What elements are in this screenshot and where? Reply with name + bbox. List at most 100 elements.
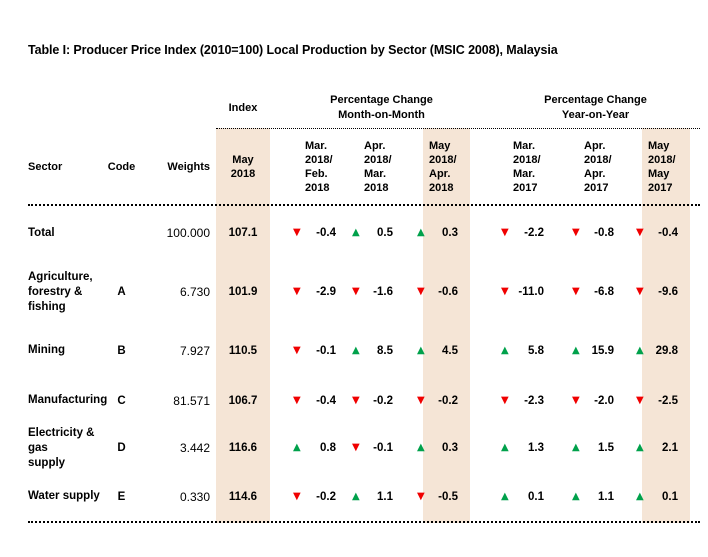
dotted-rule xyxy=(28,521,700,523)
up-arrow-icon: ▲ xyxy=(636,344,644,356)
change-cell: ▼ -1.6 xyxy=(352,260,393,324)
code-cell: E xyxy=(117,490,126,503)
code-cell: D xyxy=(117,442,126,454)
change-value: 1.5 xyxy=(598,442,614,454)
down-arrow-icon: ▼ xyxy=(417,394,425,406)
col-group-mom: Percentage Change Month-on-Month xyxy=(330,94,433,121)
change-value: -0.4 xyxy=(316,394,336,407)
change-value: -2.2 xyxy=(524,227,544,239)
change-cell: ▼ -2.2 xyxy=(501,206,544,260)
col-header-index-may2018: May 2018 xyxy=(216,130,270,204)
down-arrow-icon: ▼ xyxy=(636,286,644,297)
change-value: -2.5 xyxy=(658,394,678,407)
sector-cell: Mining xyxy=(28,344,66,356)
change-cell: ▼ -0.2 xyxy=(417,377,470,424)
change-value: 0.3 xyxy=(442,442,458,454)
change-cell: ▼ -0.5 xyxy=(417,472,470,521)
change-value: 0.1 xyxy=(662,490,678,503)
change-value: 15.9 xyxy=(591,344,614,357)
col-header-mom-2: Apr. 2018/ Mar. 2018 xyxy=(364,140,392,194)
header-divider xyxy=(28,128,700,130)
change-cell: ▼ -0.1 xyxy=(352,424,393,472)
change-cell: ▲ 15.9 xyxy=(572,324,614,377)
change-cell: ▲ 0.5 xyxy=(352,206,393,260)
up-arrow-icon: ▲ xyxy=(417,442,425,453)
highlight-band xyxy=(216,128,270,130)
change-cell: ▼ -0.4 xyxy=(293,206,336,260)
table-row-total: Total 100.000 107.1 ▼ -0.4 ▲ 0.5 ▲ 0.3 ▼ -2.… xyxy=(28,206,700,260)
up-arrow-icon: ▲ xyxy=(293,442,301,453)
change-cell: ▼ -0.2 xyxy=(293,472,336,521)
col-group-index: Index xyxy=(228,101,258,114)
up-arrow-icon: ▲ xyxy=(572,490,580,502)
change-cell: ▲ 0.1 xyxy=(501,472,544,521)
group-header-row: Index Percentage Change Month-on-Month P… xyxy=(28,88,700,128)
change-cell: ▲ 4.5 xyxy=(417,324,470,377)
weights-cell: 7.927 xyxy=(179,343,210,358)
down-arrow-icon: ▼ xyxy=(501,286,509,297)
down-arrow-icon: ▼ xyxy=(636,227,644,238)
up-arrow-icon: ▲ xyxy=(501,442,509,453)
change-cell: ▼ -2.0 xyxy=(572,377,614,424)
up-arrow-icon: ▲ xyxy=(417,344,425,356)
up-arrow-icon: ▲ xyxy=(417,227,425,238)
index-cell: 110.5 xyxy=(216,324,270,377)
code-cell xyxy=(105,206,138,260)
change-value: -1.6 xyxy=(373,286,393,298)
down-arrow-icon: ▼ xyxy=(352,442,360,453)
change-value: -9.6 xyxy=(658,286,678,298)
change-value: -11.0 xyxy=(518,286,544,298)
change-value: 8.5 xyxy=(377,344,393,357)
change-cell: ▼ -6.8 xyxy=(572,260,614,324)
down-arrow-icon: ▼ xyxy=(417,286,425,297)
table-row-mining: Mining B 7.927 110.5 ▼ -0.1 ▲ 8.5 ▲ 4.5 ▲ 5.… xyxy=(28,324,700,377)
change-cell: ▼ -0.1 xyxy=(293,324,336,377)
col-header-yoy-1: Mar. 2018/ Mar. 2017 xyxy=(513,140,541,194)
weights-cell: 100.000 xyxy=(166,226,210,240)
change-value: 1.1 xyxy=(377,490,393,503)
change-cell: ▲ 0.3 xyxy=(417,206,470,260)
change-value: -0.1 xyxy=(316,344,336,357)
change-cell: ▲ 5.8 xyxy=(501,324,544,377)
change-value: 0.5 xyxy=(377,227,393,239)
change-cell: ▲ 1.3 xyxy=(501,424,544,472)
index-cell: 116.6 xyxy=(216,424,270,472)
change-value: 29.8 xyxy=(655,344,678,357)
up-arrow-icon: ▲ xyxy=(572,344,580,356)
down-arrow-icon: ▼ xyxy=(417,490,425,502)
change-value: 0.8 xyxy=(320,442,336,454)
change-value: -0.2 xyxy=(438,394,458,407)
col-group-yoy: Percentage Change Year-on-Year xyxy=(544,94,647,121)
up-arrow-icon: ▲ xyxy=(636,490,644,502)
up-arrow-icon: ▲ xyxy=(352,344,360,356)
weights-cell: 6.730 xyxy=(179,285,210,299)
highlight-band xyxy=(642,128,690,130)
page: Table I: Producer Price Index (2010=100)… xyxy=(28,43,700,523)
table-row-manufacturing: Manufacturing C 81.571 106.7 ▼ -0.4 ▼ -0.2… xyxy=(28,377,700,424)
change-cell: ▼ -2.3 xyxy=(501,377,544,424)
up-arrow-icon: ▲ xyxy=(352,490,360,502)
highlight-band xyxy=(423,128,470,130)
change-value: 5.8 xyxy=(528,344,544,357)
table-title: Table I: Producer Price Index (2010=100)… xyxy=(28,43,558,57)
code-cell: C xyxy=(117,394,126,407)
table-row-agriculture: Agriculture, forestry & fishing A 6.730 … xyxy=(28,260,700,324)
sector-cell: Electricity & gas supply xyxy=(28,426,95,469)
change-cell: ▼ -9.6 xyxy=(636,260,690,324)
change-value: -0.8 xyxy=(594,227,614,239)
change-cell: ▲ 2.1 xyxy=(636,424,690,472)
change-cell: ▲ 0.1 xyxy=(636,472,690,521)
change-value: 0.1 xyxy=(528,490,544,503)
down-arrow-icon: ▼ xyxy=(501,394,509,406)
change-cell: ▼ -0.2 xyxy=(352,377,393,424)
change-value: 1.1 xyxy=(598,490,614,503)
index-cell: 106.7 xyxy=(216,377,270,424)
change-cell: ▲ 0.8 xyxy=(293,424,336,472)
down-arrow-icon: ▼ xyxy=(293,344,301,356)
code-cell: A xyxy=(117,286,126,298)
down-arrow-icon: ▼ xyxy=(293,227,301,238)
index-cell: 101.9 xyxy=(216,260,270,324)
change-cell: ▲ 8.5 xyxy=(352,324,393,377)
change-cell: ▼ -2.9 xyxy=(293,260,336,324)
change-cell: ▲ 1.1 xyxy=(352,472,393,521)
